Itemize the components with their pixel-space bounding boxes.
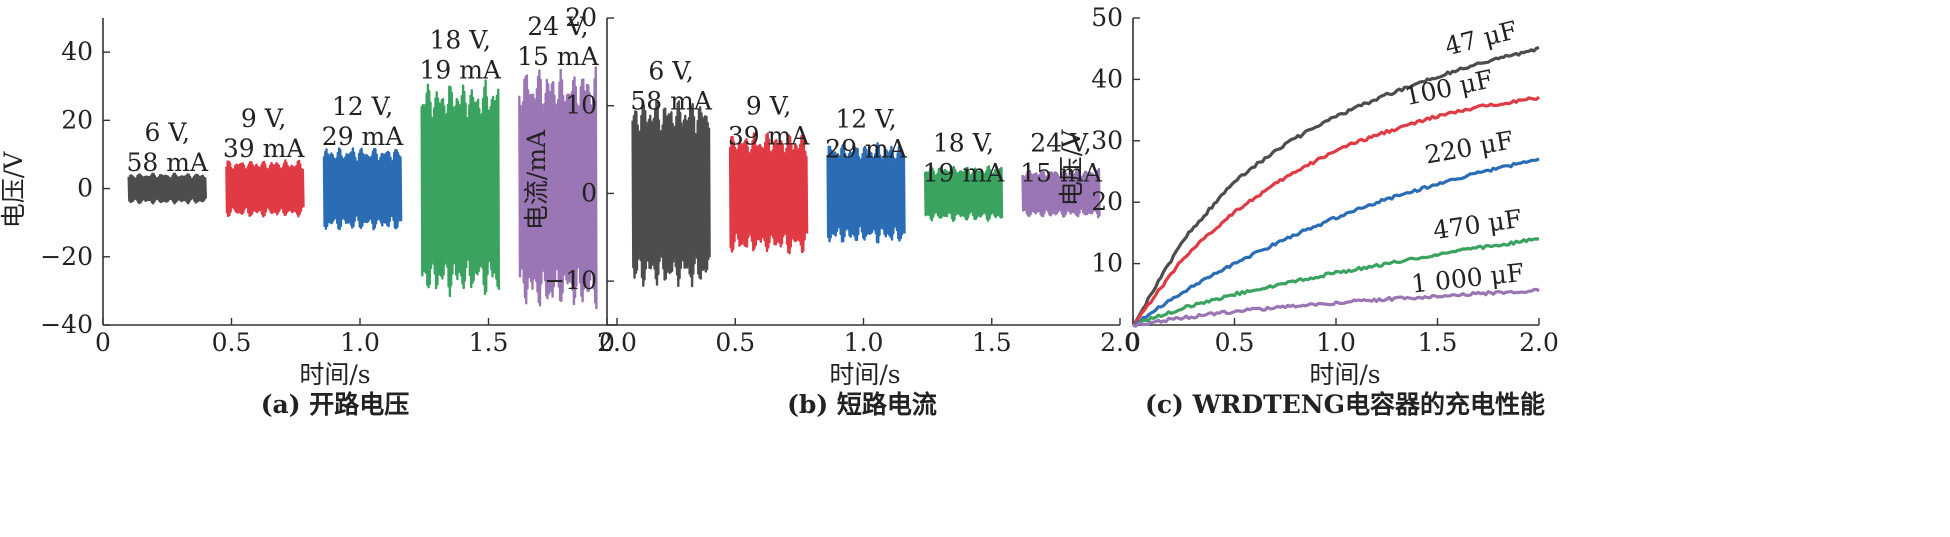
- curve-label: 470 μF: [1431, 204, 1523, 245]
- panel-c-capacitor-charging: 0 0.5 1.0 1.5 2.0 10 20 30 40 50 时间/s 电压/V (c) WRDTE…: [1057, 3, 1559, 419]
- burst-label: 19 mA: [419, 56, 501, 85]
- burst-label: 15 mA: [1020, 158, 1102, 187]
- burst-label: 15 mA: [517, 42, 599, 71]
- y-tick-label: −40: [40, 310, 93, 339]
- y-tick-label: 30: [1091, 126, 1123, 155]
- y-tick-label: 20: [1091, 187, 1123, 216]
- burst-label: 9 V,: [241, 104, 286, 133]
- y-tick-label: 0: [77, 174, 93, 203]
- burst-label: 6 V,: [648, 56, 693, 85]
- x-axis-title: 时间/s: [1309, 360, 1380, 389]
- y-tick-label: 10: [1091, 249, 1123, 278]
- y-tick-label: 10: [565, 91, 597, 120]
- burst-label: 29 mA: [322, 122, 404, 151]
- burst-label: 12 V,: [835, 105, 896, 134]
- burst-label: 19 mA: [923, 158, 1005, 187]
- x-tick-label: 0.5: [715, 328, 755, 357]
- burst-label: 9 V,: [746, 91, 791, 120]
- x-tick-label: 1.0: [844, 328, 884, 357]
- panel-caption: (a) 开路电压: [261, 390, 410, 419]
- signal-burst-3: [420, 79, 500, 298]
- y-tick-label: 0: [581, 178, 597, 207]
- y-tick-label: 50: [1091, 3, 1123, 32]
- x-tick-label: 1.5: [972, 328, 1012, 357]
- signal-burst-0: [127, 172, 207, 205]
- signal-burst-0: [631, 99, 711, 288]
- y-axis-title: 电压/V: [0, 151, 28, 228]
- burst-label: 58 mA: [126, 148, 208, 177]
- y-tick-label: −20: [40, 242, 93, 271]
- burst-label: 29 mA: [825, 135, 907, 164]
- burst-label: 39 mA: [728, 121, 810, 150]
- y-axis-title: 电流/mA: [522, 129, 551, 230]
- panel-a-open-circuit-voltage: 0 0.5 1.0 1.5 2.0 −40 −20 0 20 40 时间/s 电压/V (a) 开路电压…: [0, 12, 637, 419]
- x-axis-title: 时间/s: [299, 360, 370, 389]
- signal-burst-3: [923, 165, 1004, 223]
- y-tick-label: 20: [565, 3, 597, 32]
- charging-curve-1: [1132, 95, 1541, 327]
- x-tick-label: 1.0: [340, 328, 380, 357]
- x-axis-title: 时间/s: [829, 360, 900, 389]
- x-tick-label: 0: [599, 328, 615, 357]
- x-tick-label: 2.0: [1100, 328, 1140, 357]
- signal-burst-2: [322, 147, 403, 231]
- burst-label: 6 V,: [145, 118, 190, 147]
- burst-label: 18 V,: [430, 26, 491, 55]
- y-tick-label: 40: [61, 37, 93, 66]
- burst-label: 39 mA: [223, 134, 305, 163]
- panel-b-short-circuit-current: 0 0.5 1.0 1.5 2.0 −10 0 10 20 时间/s 电流/mA (b) 短路电流 6 …: [522, 3, 1140, 419]
- charging-curve-3: [1132, 237, 1540, 328]
- charging-curve-4: [1132, 287, 1540, 328]
- burst-label: 24 V,: [1030, 128, 1091, 157]
- x-tick-label: 0: [1125, 328, 1141, 357]
- signal-burst-1: [225, 159, 305, 218]
- x-tick-label: 1.5: [469, 328, 509, 357]
- signal-burst-1: [728, 132, 809, 255]
- burst-label: 12 V,: [332, 92, 393, 121]
- x-tick-label: 0.5: [212, 328, 252, 357]
- y-tick-label: 20: [61, 105, 93, 134]
- curve-label: 220 μF: [1423, 125, 1516, 169]
- signal-burst-4: [518, 66, 598, 310]
- curve-label: 47 μF: [1442, 15, 1520, 61]
- charging-curve-2: [1132, 157, 1540, 327]
- x-tick-label: 1.0: [1316, 328, 1356, 357]
- burst-label: 18 V,: [933, 128, 994, 157]
- x-tick-label: 2.0: [597, 328, 637, 357]
- panel-caption: (b) 短路电流: [787, 390, 937, 419]
- burst-label: 24 V,: [527, 12, 588, 41]
- burst-label: 58 mA: [630, 86, 712, 115]
- x-tick-label: 1.5: [1418, 328, 1458, 357]
- y-axis-title: 电压/V: [1057, 129, 1086, 206]
- x-tick-label: 2.0: [1519, 328, 1559, 357]
- charging-curve-0: [1131, 46, 1540, 327]
- x-tick-label: 0: [95, 328, 111, 357]
- y-tick-label: 40: [1091, 64, 1123, 93]
- signal-burst-2: [826, 142, 906, 244]
- x-tick-label: 0.5: [1215, 328, 1255, 357]
- signal-burst-4: [1021, 167, 1101, 219]
- panel-caption: (c) WRDTENG电容器的充电性能: [1145, 390, 1545, 419]
- y-tick-label: −10: [544, 266, 597, 295]
